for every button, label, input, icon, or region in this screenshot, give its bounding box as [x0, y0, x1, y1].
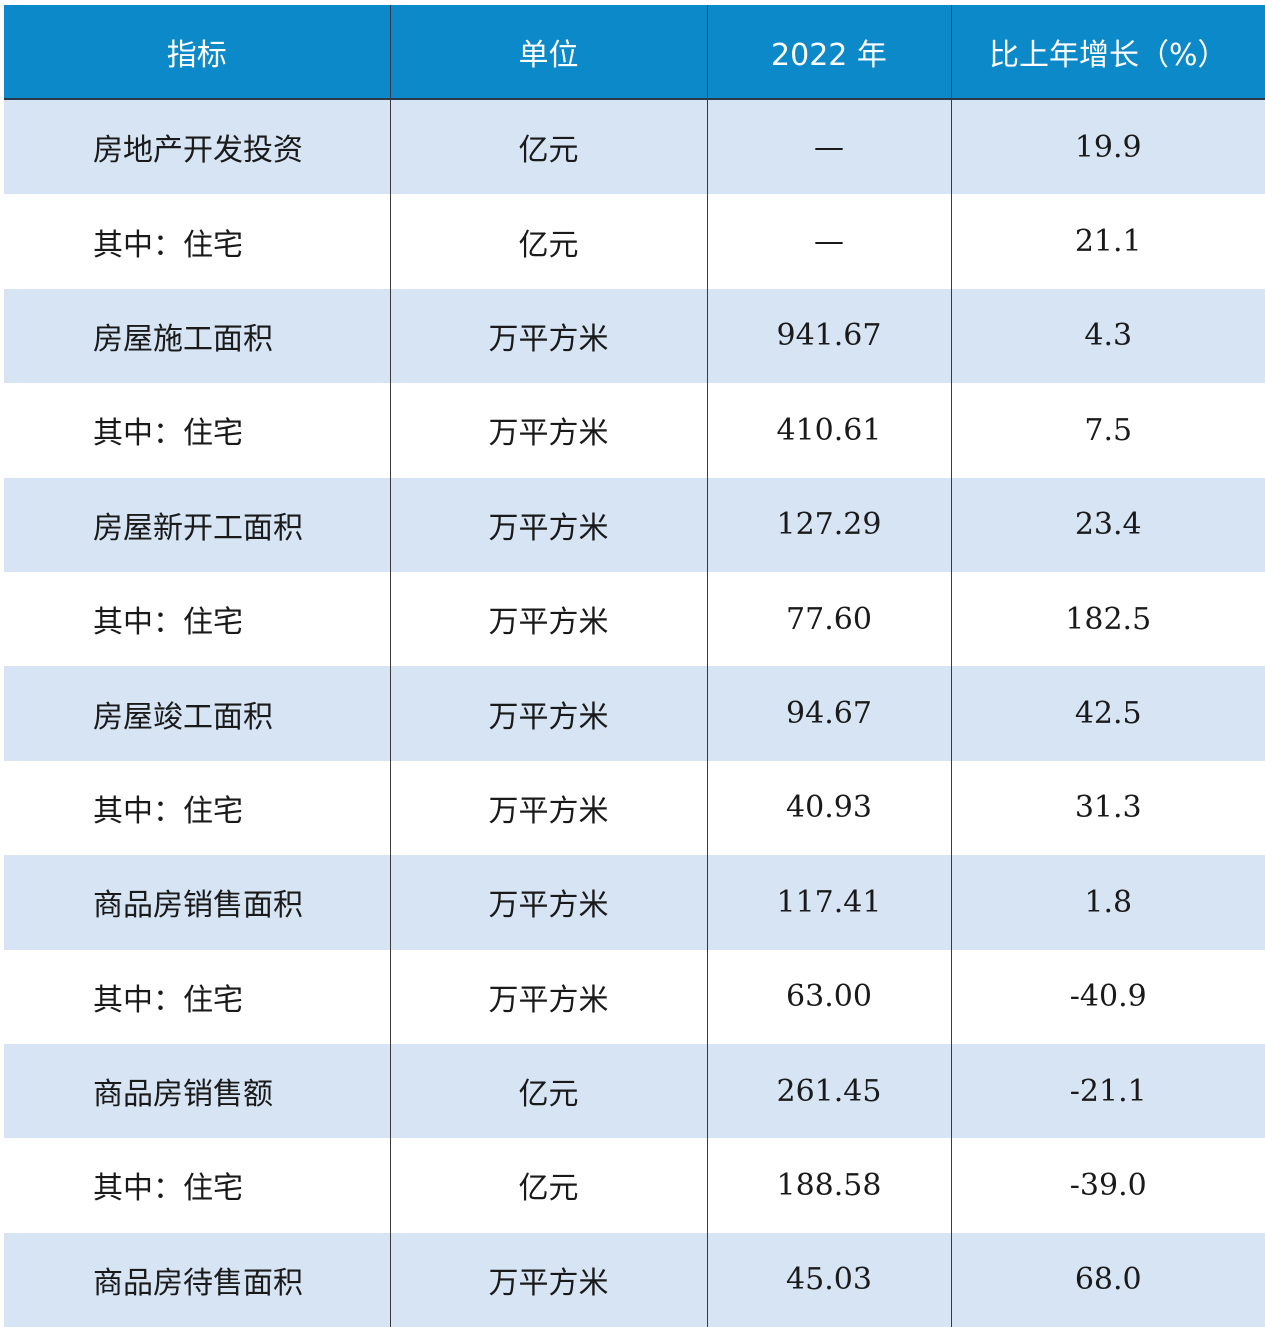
table-cell: 亿元: [389, 1043, 707, 1139]
table-cell: 其中：住宅: [4, 949, 390, 1044]
table-cell: 19.9: [950, 99, 1265, 195]
table-cell: 261.45: [706, 1043, 951, 1139]
table-row: 商品房销售面积 万平方米 117.41 1.8: [4, 855, 1265, 950]
data-table: 指标 单位 2022 年比上年增长（%） 房地产开发投资 亿元 —19.9 其中：住宅 亿元…: [4, 5, 1265, 1327]
table-cell: 万平方米: [389, 855, 707, 950]
table-cell: -39.0: [950, 1138, 1265, 1233]
table-row: 其中：住宅 万平方米 77.60 182.5: [4, 571, 1265, 667]
table-header: 指标 单位 2022 年比上年增长（%）: [4, 5, 1265, 100]
table-cell: 127.29: [706, 477, 951, 572]
table-cell: 7.5: [950, 383, 1265, 478]
table-cell: 63.00: [706, 949, 951, 1044]
header-cell: 2022 年: [706, 5, 951, 100]
table-cell: 房屋竣工面积: [4, 666, 390, 761]
table-cell: 188.58: [706, 1138, 951, 1233]
table-cell: 万平方米: [389, 383, 707, 478]
table-row: 商品房待售面积 万平方米 45.03 68.0: [4, 1232, 1265, 1327]
table-row: 其中：住宅 万平方米 63.00 -40.9: [4, 949, 1265, 1044]
table-row: 商品房销售额 亿元 261.45 -21.1: [4, 1043, 1265, 1139]
table-row: 房屋新开工面积 万平方米 127.29 23.4: [4, 477, 1265, 572]
table-cell: 商品房销售面积: [4, 855, 390, 950]
table-cell: —: [706, 99, 951, 195]
table-row: 房屋施工面积 万平方米 941.67 4.3: [4, 288, 1265, 384]
table-cell: 房地产开发投资: [4, 99, 390, 195]
table-row: 其中：住宅 万平方米 40.93 31.3: [4, 760, 1265, 856]
table-row: 其中：住宅 万平方米 410.61 7.5: [4, 383, 1265, 478]
table-cell: 31.3: [950, 760, 1265, 856]
table-cell: 万平方米: [389, 760, 707, 856]
table-cell: 1.8: [950, 855, 1265, 950]
table-cell: -21.1: [950, 1043, 1265, 1139]
table-cell: 其中：住宅: [4, 760, 390, 856]
table-cell: 42.5: [950, 666, 1265, 761]
table-cell: 商品房待售面积: [4, 1232, 390, 1327]
table-cell: 亿元: [389, 194, 707, 289]
table-cell: 万平方米: [389, 571, 707, 667]
table-row: 其中：住宅 亿元 188.58 -39.0: [4, 1138, 1265, 1233]
table-cell: 23.4: [950, 477, 1265, 572]
table-container: 指标 单位 2022 年比上年增长（%） 房地产开发投资 亿元 —19.9 其中：住宅 亿元…: [4, 5, 1265, 1327]
header-row: 指标 单位 2022 年比上年增长（%）: [4, 5, 1265, 100]
table-cell: -40.9: [950, 949, 1265, 1044]
table-cell: 68.0: [950, 1232, 1265, 1327]
header-cell: 比上年增长（%）: [950, 5, 1265, 100]
table-cell: 房屋施工面积: [4, 288, 390, 384]
table-cell: 21.1: [950, 194, 1265, 289]
table-cell: 其中：住宅: [4, 571, 390, 667]
table-row: 房地产开发投资 亿元 —19.9: [4, 99, 1265, 195]
table-cell: 万平方米: [389, 1232, 707, 1327]
table-body: 房地产开发投资 亿元 —19.9 其中：住宅 亿元 —21.1 房屋施工面积 万平方米 941.…: [4, 99, 1265, 1327]
table-cell: 941.67: [706, 288, 951, 384]
table-cell: 其中：住宅: [4, 194, 390, 289]
table-cell: 万平方米: [389, 288, 707, 384]
table-cell: 其中：住宅: [4, 383, 390, 478]
table-cell: 商品房销售额: [4, 1043, 390, 1139]
table-cell: 4.3: [950, 288, 1265, 384]
table-cell: —: [706, 194, 951, 289]
table-cell: 亿元: [389, 1138, 707, 1233]
table-cell: 77.60: [706, 571, 951, 667]
header-cell: 单位: [389, 5, 707, 100]
table-row: 房屋竣工面积 万平方米 94.67 42.5: [4, 666, 1265, 761]
table-cell: 94.67: [706, 666, 951, 761]
table-cell: 其中：住宅: [4, 1138, 390, 1233]
table-cell: 45.03: [706, 1232, 951, 1327]
table-cell: 房屋新开工面积: [4, 477, 390, 572]
table-cell: 万平方米: [389, 666, 707, 761]
table-cell: 万平方米: [389, 949, 707, 1044]
table-cell: 万平方米: [389, 477, 707, 572]
table-cell: 117.41: [706, 855, 951, 950]
table-row: 其中：住宅 亿元 —21.1: [4, 194, 1265, 289]
table-cell: 亿元: [389, 99, 707, 195]
table-cell: 40.93: [706, 760, 951, 856]
header-cell: 指标: [4, 5, 390, 100]
table-cell: 410.61: [706, 383, 951, 478]
table-cell: 182.5: [950, 571, 1265, 667]
